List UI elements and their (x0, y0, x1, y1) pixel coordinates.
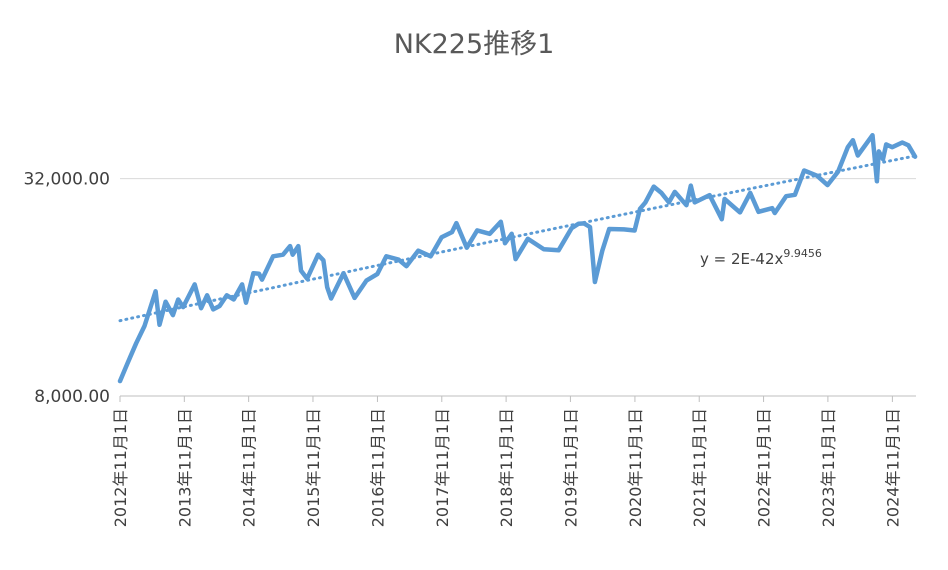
trend-layer (118, 154, 918, 323)
trendline-equation: y = 2E-42x9.9456 (700, 247, 822, 268)
x-tick-label: 2014年11月1日 (240, 408, 259, 527)
x-tick-label: 2016年11月1日 (368, 408, 387, 527)
x-tick-label: 2024年11月1日 (883, 408, 902, 527)
trendline-equation-base: y = 2E-42x (700, 250, 784, 268)
x-tick-label: 2012年11月1日 (111, 408, 130, 527)
x-tick-label: 2017年11月1日 (433, 408, 452, 527)
y-tick-label: 8,000.00 (34, 387, 110, 407)
x-tick-label: 2018年11月1日 (497, 408, 516, 527)
trendline (118, 154, 918, 323)
x-tick-label: 2022年11月1日 (755, 408, 774, 527)
x-tick-label: 2013年11月1日 (175, 408, 194, 527)
x-tick-label: 2023年11月1日 (819, 408, 838, 527)
y-tick-label: 32,000.00 (23, 170, 110, 190)
x-tick-label: 2021年11月1日 (690, 408, 709, 527)
x-tick-label: 2015年11月1日 (304, 408, 323, 527)
x-tick-label: 2020年11月1日 (626, 408, 645, 527)
labels-layer: 8,000.00 32,000.00 2012年11月1日 2013年11月1日 201… (23, 170, 902, 528)
x-tick-label: 2019年11月1日 (561, 408, 580, 527)
axes (119, 395, 916, 402)
chart-title: NK225推移1 (393, 29, 555, 60)
trendline-equation-exponent: 9.9456 (783, 247, 822, 260)
